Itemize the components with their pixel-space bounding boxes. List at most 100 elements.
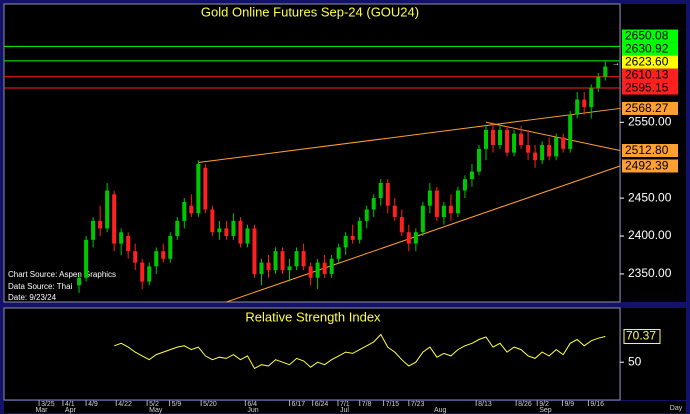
month-label: Sep [539,407,552,414]
candle-body [147,266,152,282]
source-line: Date: 9/23/24 [8,293,57,302]
candle-body [596,76,601,89]
candle-body [329,258,334,274]
candle-body [266,262,271,271]
candle-body [154,251,159,267]
level-box [622,55,678,69]
month-label: May [149,407,163,414]
level-box [622,29,678,43]
candle-body [427,190,432,206]
x-tick-label: 9/2 [539,401,549,408]
x-tick-label: 5/9 [172,401,182,408]
y-tick-label: 2450.00 [628,190,672,204]
candle-body [357,220,362,240]
x-tick-label: 9/9 [564,401,574,408]
level-label: 2568.27 [625,101,669,115]
level-box [622,42,678,56]
rsi-box [623,329,661,345]
candle-body [119,232,124,244]
candle-body [217,228,222,233]
candle-body [189,205,194,214]
level-box [622,159,678,173]
month-label: Apr [65,407,77,414]
candle-body [491,129,496,146]
candle-body [483,129,488,149]
candle-body [315,262,320,278]
x-tick-label: 7/1 [340,401,350,408]
candle-body [371,198,376,210]
candle-body [554,137,559,157]
candle-body [98,220,103,229]
candle-body [336,247,341,259]
candle-body [112,194,117,244]
level-box [622,101,678,115]
level-box [622,68,678,82]
source-line: Chart Source: Aspen Graphics [8,270,116,279]
level-box [622,143,678,157]
candle-body [308,266,313,278]
candle-body [462,179,467,191]
candle-body [505,129,510,153]
x-tick-label: 7/8 [362,401,372,408]
rsi-tick-label: 50 [628,354,642,368]
rsi-title: Relative Strength Index [245,309,381,324]
trend-line [198,107,621,163]
candle-body [224,228,229,237]
candle-body [512,133,517,153]
price-panel [3,3,621,303]
candle-body [519,133,524,146]
level-label: 2630.92 [625,42,669,56]
candle-body [413,232,418,244]
x-tick-label: 6/24 [315,401,329,408]
candle-body [533,152,538,161]
month-label: Aug [434,407,447,414]
candle-body [231,220,236,237]
rsi-last-label: 70.37 [626,329,656,343]
y-tick-label: 2350.00 [628,266,672,280]
candle-body [589,88,594,108]
candle-body [441,205,446,218]
candle-body [203,167,208,210]
x-tick-label: 5/20 [203,401,217,408]
x-tick-label: 7/23 [411,401,425,408]
level-label: 2512.80 [625,143,669,157]
candle-body [582,99,587,108]
y-tick-label: 2550.00 [628,114,672,128]
candle-body [84,239,89,278]
x-tick-label: 8/26 [518,401,532,408]
x-tick-label: 9/16 [590,401,604,408]
candle-body [476,148,481,172]
candle-body [406,232,411,244]
candle-body [182,201,187,221]
candle-body [568,114,573,149]
candle-body [392,205,397,218]
candle-body [420,205,425,233]
candle-body [498,129,503,146]
candle-body [294,251,299,267]
candle-body [245,228,250,244]
candle-body [526,145,531,153]
candle-body [280,251,285,271]
candle-body [175,220,180,237]
candle-body [196,163,201,214]
level-label: 2595.15 [625,81,669,95]
candle-body [378,182,383,199]
candle-body [168,236,173,259]
level-label: 2623.60 [625,55,669,69]
x-tick-label: 4/1 [65,401,75,408]
candle-body [210,209,215,233]
candle-body [540,145,545,161]
x-tick-label: 6/17 [292,401,306,408]
candle-body [252,228,257,274]
chart-title: Gold Online Futures Sep-24 (GOU24) [201,4,419,19]
level-label: 2610.13 [625,68,669,82]
candle-body [434,190,439,218]
x-tick-label: 5/2 [149,401,159,408]
trend-line [485,121,621,151]
x-tick-label: 4/22 [118,401,132,408]
candle-body [77,277,82,286]
candle-body [322,262,327,274]
candle-body [385,182,390,206]
candle-body [301,251,306,267]
